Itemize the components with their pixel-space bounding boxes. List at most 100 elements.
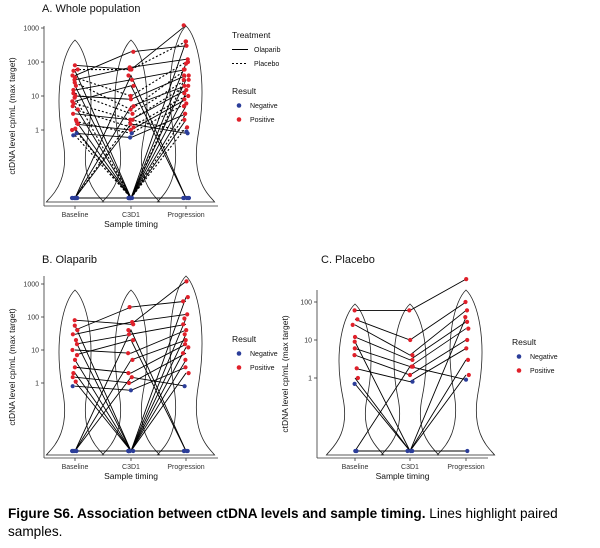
point-positive — [466, 326, 471, 331]
point-positive — [354, 366, 359, 371]
point-positive — [407, 308, 412, 313]
point-positive — [72, 80, 77, 85]
point-positive — [186, 345, 191, 350]
point-positive — [71, 87, 76, 93]
point-positive — [184, 87, 189, 93]
violin-c3d1 — [101, 39, 161, 203]
point-positive — [127, 305, 132, 310]
point-positive — [74, 353, 80, 358]
point-positive — [407, 372, 413, 378]
legend-dot-negative — [516, 354, 522, 359]
point-positive — [182, 316, 187, 321]
pair-line — [74, 45, 187, 76]
panel-1: A. Whole population 1 10 100 1000 Baseline C3D… — [7, 3, 281, 229]
point-positive — [129, 375, 134, 380]
point-positive — [181, 299, 186, 304]
point-positive — [466, 372, 471, 378]
point-positive — [182, 83, 187, 88]
legend-label-negative: Negative — [250, 103, 278, 110]
point-positive — [350, 322, 355, 327]
x-tick-label: Baseline — [62, 212, 89, 219]
point-positive — [352, 346, 357, 351]
y-tick-label: 100 — [27, 315, 39, 322]
x-tick-label: C3D1 — [122, 212, 140, 219]
y-axis-label: ctDNA level cp/mL (max target) — [280, 315, 290, 432]
point-negative — [128, 388, 133, 393]
point-positive — [186, 77, 191, 82]
point-positive — [131, 49, 136, 54]
violin-baseline — [45, 39, 105, 203]
point-negative — [465, 448, 470, 454]
point-positive — [355, 317, 360, 322]
point-positive — [182, 91, 187, 96]
pair-line — [74, 74, 187, 199]
point-negative — [410, 448, 415, 454]
legend-dot-positive — [236, 365, 242, 370]
point-positive — [355, 375, 360, 381]
point-positive — [182, 97, 187, 102]
violin-progression — [436, 289, 496, 456]
point-positive — [183, 357, 188, 362]
point-positive — [129, 77, 135, 82]
caption-text: Lines highlight paired samples. — [8, 506, 558, 539]
point-positive — [352, 339, 357, 344]
point-positive — [70, 332, 75, 337]
point-negative — [126, 448, 131, 454]
point-positive — [126, 332, 132, 337]
y-tick-label: 1000 — [23, 282, 39, 289]
point-positive — [130, 357, 135, 362]
legend-result-title: Result — [232, 334, 257, 344]
violin-c3d1 — [101, 289, 161, 456]
point-positive — [408, 337, 413, 343]
x-tick-label: C3D1 — [122, 464, 140, 471]
y-tick-label: 10 — [31, 94, 39, 101]
point-positive — [186, 93, 191, 99]
legend: Treatment Olaparib Placebo Result Negative Po… — [232, 30, 281, 124]
pair-line — [354, 348, 467, 383]
violin-baseline — [45, 289, 105, 456]
point-positive — [73, 83, 78, 88]
figure-svg: A. Whole population 1 10 100 1000 Baseline C3D… — [7, 3, 558, 481]
point-positive — [463, 299, 468, 305]
pair-line — [74, 85, 187, 121]
point-positive — [465, 337, 470, 343]
point-positive — [75, 107, 80, 112]
point-positive — [183, 342, 188, 347]
y-axis-label: ctDNA level cp/mL (max target) — [7, 57, 17, 174]
point-negative — [463, 377, 469, 382]
x-tick-label: Progression — [167, 464, 204, 471]
point-negative — [181, 195, 186, 201]
point-positive — [131, 104, 136, 109]
pair-line — [75, 41, 187, 71]
point-positive — [186, 371, 191, 376]
point-positive — [72, 357, 78, 362]
legend-label-positive: Positive — [530, 368, 555, 375]
pair-line — [74, 69, 187, 111]
point-positive — [71, 68, 76, 73]
point-positive — [71, 101, 76, 106]
point-positive — [183, 39, 188, 44]
point-positive — [465, 319, 470, 324]
panel-title: A. Whole population — [42, 3, 140, 15]
violin-c3d1 — [380, 303, 440, 456]
legend-dot-negative — [236, 351, 242, 356]
legend-label-negative: Negative — [250, 351, 278, 358]
y-tick-label: 1 — [35, 381, 39, 388]
figure-caption: Figure S6. Association between ctDNA lev… — [8, 505, 594, 541]
legend-dot-positive — [516, 368, 522, 373]
pair-line — [74, 334, 187, 452]
point-negative — [69, 195, 75, 201]
pair-line — [354, 321, 467, 361]
point-positive — [183, 365, 188, 370]
point-negative — [352, 381, 357, 386]
legend-label-positive: Positive — [250, 365, 275, 372]
point-positive — [127, 67, 132, 72]
x-tick-label: Progression — [447, 464, 484, 471]
pair-line — [74, 343, 187, 374]
point-positive — [126, 328, 131, 333]
pair-line — [74, 281, 187, 325]
point-negative — [354, 448, 359, 454]
panel-2: B. Olaparib 1 10 100 1000 Baseline C3D1 Progres… — [7, 254, 278, 481]
point-positive — [409, 364, 414, 369]
point-positive — [130, 320, 135, 325]
